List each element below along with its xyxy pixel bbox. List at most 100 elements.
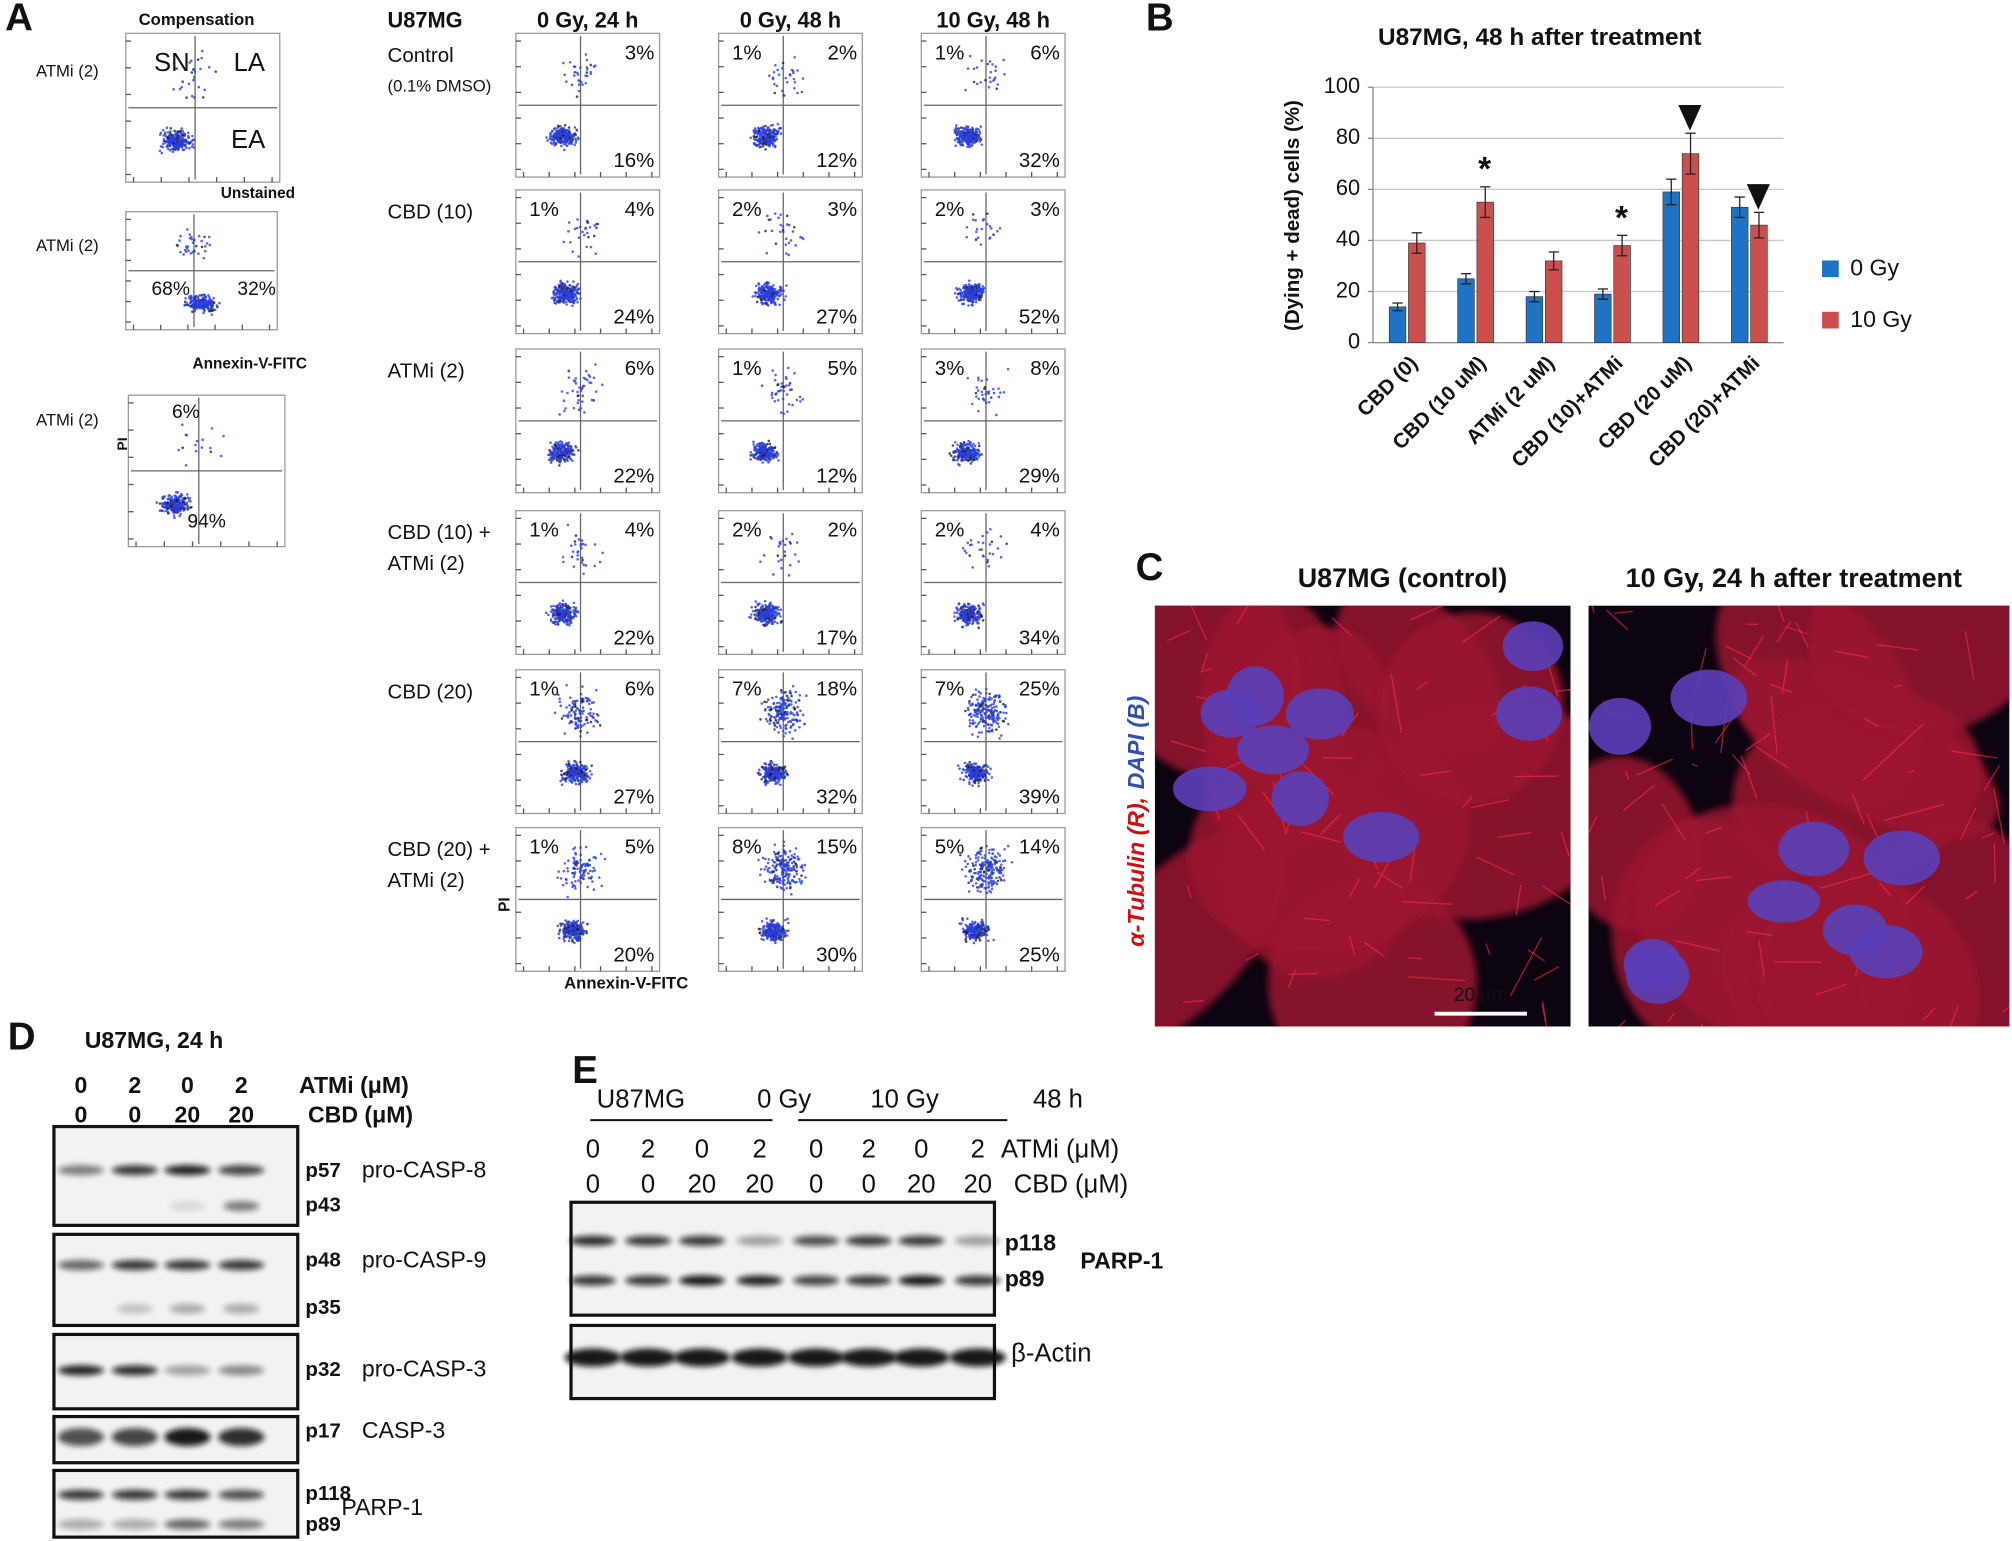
event-dot [553, 135, 557, 138]
event-dot [584, 765, 588, 768]
event-dot [988, 237, 991, 240]
event-dot [980, 143, 984, 146]
event-dot [558, 293, 561, 297]
event-dot [578, 292, 582, 295]
event-dot [793, 713, 796, 717]
event-dot [160, 151, 164, 155]
event-dot [969, 462, 973, 465]
event-dot [164, 134, 168, 138]
event-dot [978, 130, 981, 133]
side-label: ATMi (2) [36, 61, 99, 80]
event-dot [767, 439, 771, 443]
event-dot [184, 433, 188, 437]
event-dot [995, 413, 998, 417]
event-dot [773, 91, 777, 95]
event-dot [955, 611, 959, 615]
flow-plot [125, 211, 278, 331]
event-dot [569, 720, 573, 724]
event-dot [209, 301, 213, 304]
event-dot [782, 713, 786, 716]
event-dot [997, 387, 1000, 390]
event-dot [795, 718, 798, 722]
percent-label: 8% [1030, 357, 1060, 380]
event-dot [978, 287, 981, 290]
event-dot [196, 296, 200, 299]
event-dot [563, 131, 567, 134]
event-dot [768, 722, 771, 726]
event-dot [780, 567, 783, 570]
event-dot [571, 459, 574, 463]
event-dot [579, 389, 583, 393]
event-dot [212, 296, 215, 300]
event-dot [180, 127, 184, 130]
event-dot [550, 138, 554, 142]
event-dot [980, 291, 984, 295]
event-dot [556, 458, 560, 462]
event-dot [756, 295, 760, 299]
event-dot [554, 444, 558, 448]
event-dot [985, 222, 989, 226]
event-dot [761, 144, 765, 148]
event-dot [551, 456, 555, 459]
event-dot [763, 700, 766, 704]
percent-label: 4% [625, 519, 655, 542]
event-dot [982, 397, 985, 400]
event-dot [989, 227, 993, 230]
event-dot [955, 124, 958, 127]
event-dot [978, 132, 982, 135]
event-dot [954, 441, 957, 444]
event-dot [788, 698, 792, 702]
flow-plot [920, 32, 1066, 178]
event-dot [566, 286, 569, 290]
event-dot [749, 454, 752, 457]
event-dot [201, 296, 205, 300]
event-dot [571, 453, 575, 456]
event-dot [766, 291, 770, 295]
event-dot [999, 555, 1003, 559]
event-dot [791, 230, 795, 233]
event-dot [788, 691, 792, 694]
event-dot [960, 297, 963, 301]
event-dot [972, 618, 976, 621]
event-dot [966, 376, 970, 380]
percent-label: 27% [816, 306, 857, 329]
event-dot [775, 84, 779, 88]
event-dot [774, 705, 778, 708]
event-dot [986, 560, 989, 564]
event-dot [583, 411, 586, 414]
event-dot [185, 493, 189, 496]
event-dot [767, 139, 771, 142]
event-dot [986, 62, 990, 66]
event-dot [771, 123, 775, 127]
event-dot [203, 249, 207, 253]
event-dot [556, 453, 559, 457]
event-dot [976, 289, 980, 293]
event-dot [758, 456, 761, 460]
event-dot [555, 293, 558, 297]
event-dot [776, 398, 780, 402]
event-dot [971, 304, 974, 307]
event-dot [570, 300, 574, 304]
event-dot [178, 134, 181, 138]
event-dot [576, 282, 580, 286]
event-dot [559, 779, 562, 783]
event-dot [574, 716, 577, 719]
event-dot [978, 140, 981, 143]
event-dot [204, 245, 207, 248]
event-dot [572, 609, 575, 612]
event-dot [195, 304, 198, 307]
event-dot [775, 774, 779, 778]
row-label: ATMi (2) [388, 360, 465, 383]
event-dot [783, 550, 787, 553]
event-dot [752, 440, 755, 444]
event-dot [970, 402, 974, 406]
event-dot [191, 134, 194, 138]
event-dot [171, 134, 174, 138]
event-dot [777, 731, 780, 734]
event-dot [205, 242, 209, 245]
event-dot [776, 297, 780, 301]
event-dot [581, 706, 585, 709]
event-dot [592, 724, 596, 728]
event-dot [549, 619, 553, 623]
event-dot [972, 442, 975, 446]
